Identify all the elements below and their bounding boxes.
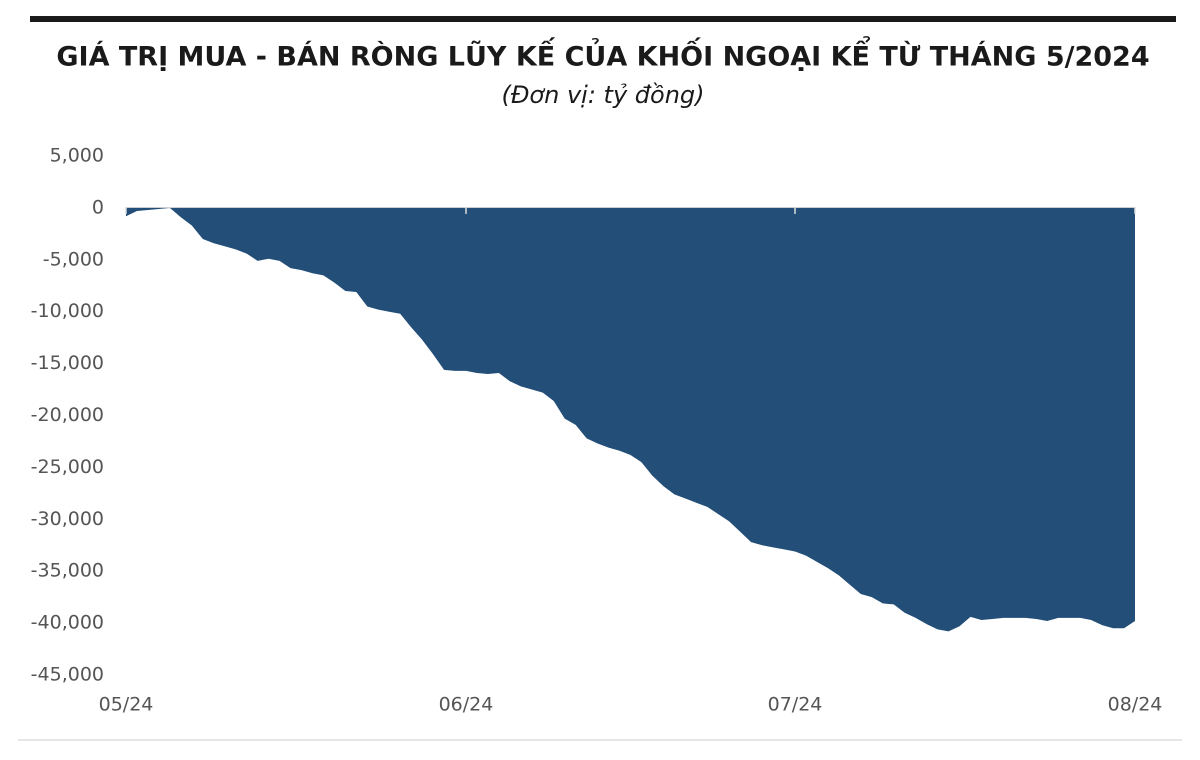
y-tick-label: 0	[92, 196, 104, 218]
chart-title: GIÁ TRỊ MUA - BÁN RÒNG LŨY KẾ CỦA KHỐI N…	[56, 36, 1149, 73]
x-tick-label: 06/24	[439, 694, 494, 716]
chart-subtitle: (Đơn vị: tỷ đồng)	[501, 81, 704, 109]
y-tick-label: -10,000	[31, 300, 104, 322]
y-tick-label: -35,000	[31, 560, 104, 582]
y-tick-label: -25,000	[31, 456, 104, 478]
y-tick-label: -5,000	[43, 248, 104, 270]
y-tick-label: -45,000	[31, 664, 104, 686]
top-rule	[30, 16, 1176, 22]
x-tick-label: 07/24	[768, 694, 823, 716]
y-tick-label: -15,000	[31, 352, 104, 374]
y-tick-label: -30,000	[31, 508, 104, 530]
area	[126, 207, 1135, 632]
y-tick-label: 5,000	[50, 145, 104, 167]
y-tick-label: -20,000	[31, 404, 104, 426]
y-tick-label: -40,000	[31, 612, 104, 634]
x-tick-label: 05/24	[99, 694, 154, 716]
x-tick-label: 08/24	[1108, 694, 1163, 716]
